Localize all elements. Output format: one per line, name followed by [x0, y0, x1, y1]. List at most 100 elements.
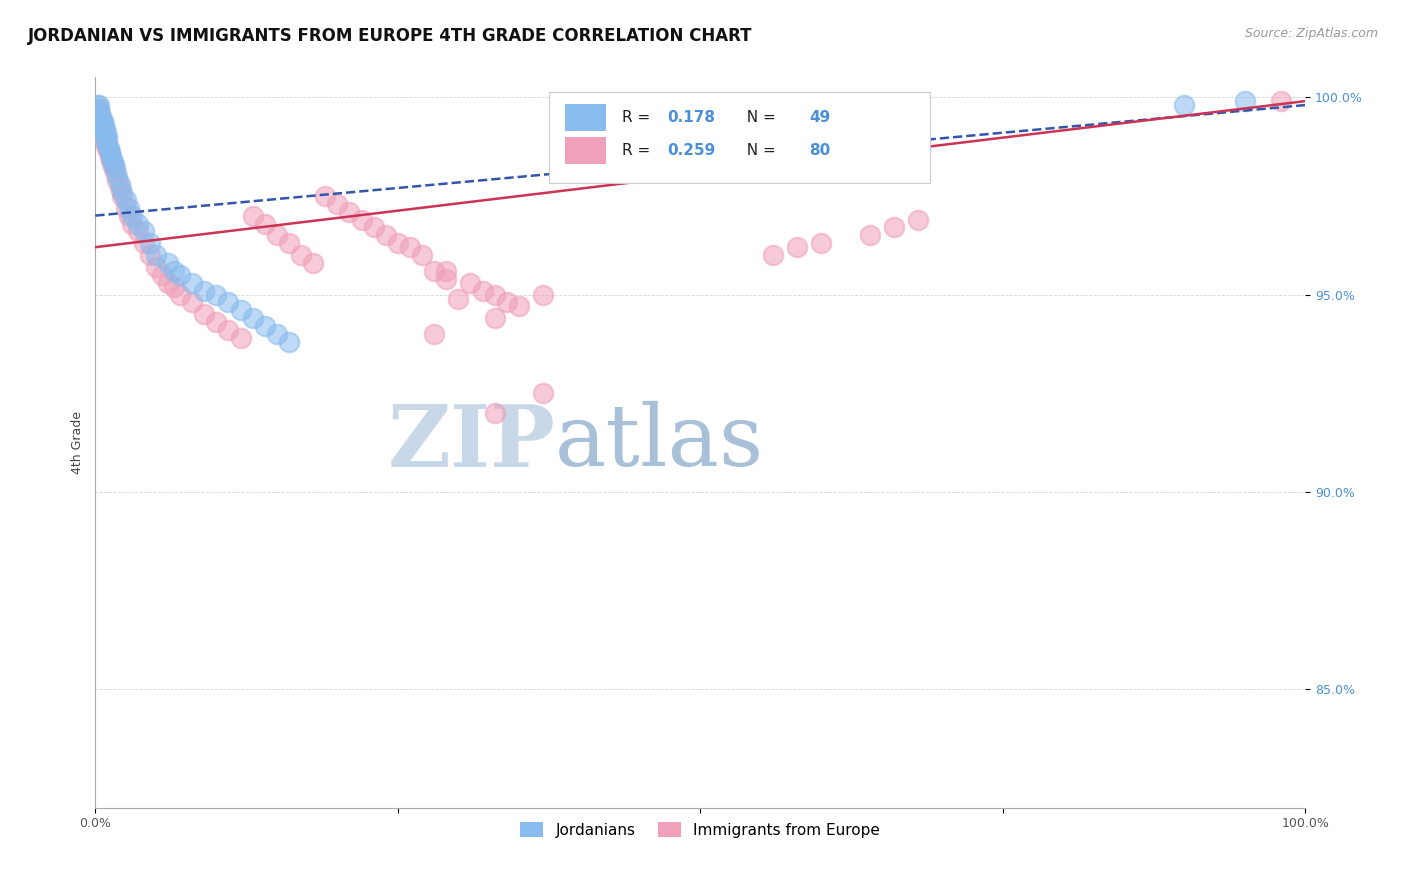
Point [86, 102, 108, 116]
Point [278, 236, 301, 251]
Point [96, 129, 118, 144]
Point [96, 126, 118, 140]
Point [883, 220, 905, 235]
Point [460, 276, 482, 290]
Point [103, 161, 125, 176]
Point [90, 121, 112, 136]
Point [89, 110, 111, 124]
Point [96, 137, 118, 152]
Point [87, 102, 110, 116]
Point [91, 118, 114, 132]
Point [181, 295, 204, 310]
Point [93, 129, 115, 144]
Point [163, 264, 186, 278]
Text: N =: N = [737, 110, 780, 125]
Point [94, 129, 117, 144]
Point [1233, 94, 1256, 108]
Point [87, 98, 110, 112]
Point [229, 331, 252, 345]
Point [94, 134, 117, 148]
Point [114, 201, 136, 215]
Point [266, 228, 288, 243]
Point [484, 287, 506, 301]
Point [108, 181, 131, 195]
Point [531, 386, 554, 401]
Point [253, 217, 276, 231]
Point [96, 134, 118, 148]
Point [103, 157, 125, 171]
Point [96, 141, 118, 155]
Point [111, 185, 134, 199]
Point [859, 228, 882, 243]
Point [89, 118, 111, 132]
Point [90, 110, 112, 124]
Point [1270, 94, 1292, 108]
Point [762, 248, 785, 262]
Text: Source: ZipAtlas.com: Source: ZipAtlas.com [1244, 27, 1378, 40]
Point [314, 189, 336, 203]
Point [242, 209, 264, 223]
Point [104, 165, 127, 179]
Point [104, 161, 127, 176]
Point [127, 224, 149, 238]
Point [205, 287, 228, 301]
Text: JORDANIAN VS IMMIGRANTS FROM EUROPE 4TH GRADE CORRELATION CHART: JORDANIAN VS IMMIGRANTS FROM EUROPE 4TH … [28, 27, 752, 45]
Text: R =: R = [621, 110, 655, 125]
Point [87, 106, 110, 120]
Point [434, 272, 457, 286]
Point [90, 113, 112, 128]
Text: 49: 49 [810, 110, 831, 125]
Point [411, 248, 433, 262]
Point [93, 121, 115, 136]
Point [121, 209, 143, 223]
Point [193, 307, 215, 321]
Point [87, 113, 110, 128]
Point [96, 134, 118, 148]
Point [93, 126, 115, 140]
Point [169, 287, 191, 301]
Point [290, 248, 312, 262]
FancyBboxPatch shape [565, 104, 606, 131]
Point [108, 177, 131, 191]
Point [423, 326, 446, 341]
Point [100, 149, 122, 163]
Point [91, 113, 114, 128]
Point [484, 311, 506, 326]
Point [434, 264, 457, 278]
Point [87, 110, 110, 124]
Point [387, 236, 409, 251]
FancyBboxPatch shape [565, 137, 606, 163]
Point [96, 129, 118, 144]
Point [100, 153, 122, 168]
Point [98, 149, 121, 163]
Point [132, 224, 155, 238]
Point [98, 145, 121, 160]
Point [90, 118, 112, 132]
Point [181, 276, 204, 290]
Point [508, 299, 530, 313]
Point [350, 212, 373, 227]
Point [127, 217, 149, 231]
Point [531, 287, 554, 301]
Point [139, 248, 162, 262]
Point [87, 102, 110, 116]
Point [205, 315, 228, 329]
Point [326, 196, 349, 211]
Text: N =: N = [737, 143, 780, 158]
Legend: Jordanians, Immigrants from Europe: Jordanians, Immigrants from Europe [515, 815, 886, 844]
FancyBboxPatch shape [550, 92, 931, 184]
Point [101, 157, 124, 171]
Point [193, 284, 215, 298]
Point [229, 303, 252, 318]
Point [93, 118, 115, 132]
Point [105, 169, 128, 183]
Point [278, 334, 301, 349]
Point [786, 240, 808, 254]
Point [363, 220, 385, 235]
Point [97, 141, 120, 155]
Point [374, 228, 396, 243]
Point [399, 240, 422, 254]
Point [447, 292, 470, 306]
Point [217, 323, 239, 337]
Point [114, 193, 136, 207]
